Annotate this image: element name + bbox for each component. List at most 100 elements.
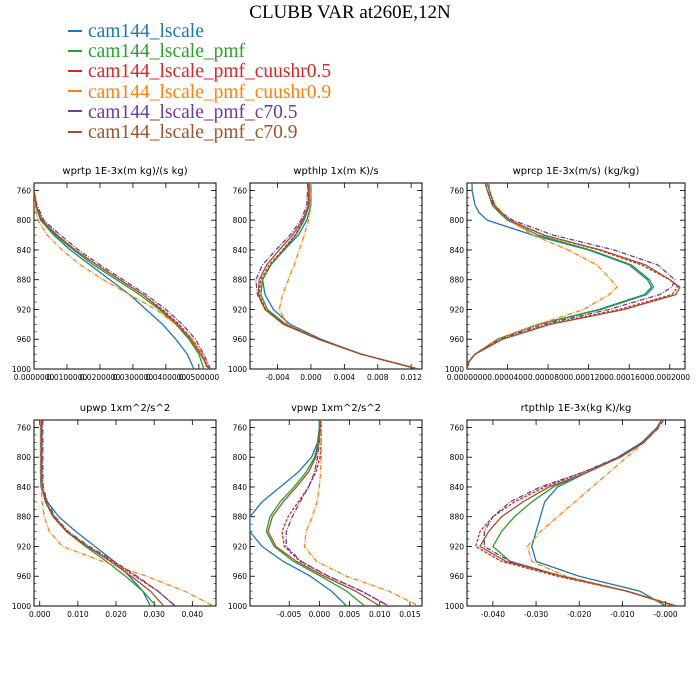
plot-frame [249,182,423,370]
x-tick-label: -0.020 [567,610,591,619]
x-tick-label: -0.004 [265,373,289,382]
panel-3: upwp 1xm^2/s^2 760 800 840 880 920 960 10000.00… [12,403,217,619]
y-tick-label: 920 [450,542,465,551]
y-tick-label: 920 [17,542,32,551]
legend-item: cam144_lscale_pmf_cuushr0.5 [68,62,331,82]
series-line-cam144_lscale_pmf_cuushr0.5 [34,183,210,369]
series-line-cam144_lscale_pmf_cuushr0.9 [467,183,618,369]
y-tick-label: 1000 [228,602,247,611]
y-tick-label: 760 [233,423,248,432]
series-line-cam144_lscale_pmf_c70.5 [255,183,418,369]
series-line-cam144_lscale_pmf_c70.5 [483,420,677,606]
x-tick-label: -0.010 [610,610,634,619]
x-tick-label: 0.0001600 [609,373,650,382]
plot-frame [33,182,217,370]
series-line-cam144_lscale_pmf_cuushr0.9 [40,420,214,606]
series-line-cam144_lscale_pmf_c70.5 [285,420,390,606]
y-tick-label: 880 [17,276,32,285]
y-tick-label: 920 [233,542,248,551]
legend-swatch [68,110,82,113]
legend-item: cam144_lscale_pmf_c70.9 [68,122,331,144]
panel-title: wprcp 1E-3x(m/s) (kg/kg) [513,166,640,177]
y-tick-label: 880 [233,513,248,522]
series-line-cam144_lscale_pmf [265,420,366,606]
x-tick-label: -0.005 [277,610,301,619]
series-line-cam144_lscale_pmf_c70.9 [34,183,210,369]
y-tick-label: 880 [450,276,465,285]
y-tick-label: 840 [17,246,32,255]
y-tick-label: 840 [233,483,248,492]
legend-label: cam144_lscale_pmf_cuushr0.9 [88,81,332,103]
series-line-cam144_lscale [250,420,348,606]
x-tick-label: 0.005 [339,610,361,619]
y-tick-label: 960 [450,335,465,344]
series-line-cam144_lscale_pmf_c70.9 [479,420,677,606]
y-tick-label: 760 [233,186,248,195]
legend-swatch [68,90,82,93]
panel-title: rtpthlp 1E-3x(kg K)/kg [521,403,632,414]
series-line-cam144_lscale_pmf_c70.5 [34,183,211,369]
panel-title: wprtp 1E-3x(m kg)/(s kg) [62,166,187,177]
x-tick-label: 0.0002000 [650,373,691,382]
y-tick-label: 920 [17,305,32,314]
plot-frame [33,419,217,607]
series-line-cam144_lscale_pmf_cuushr0.9 [526,420,675,606]
y-tick-label: 800 [17,453,32,462]
series-line-cam144_lscale [261,183,418,369]
x-tick-label: 0.015 [399,610,421,619]
series-line-cam144_lscale_pmf_c70.9 [267,420,381,606]
x-tick-label: -0.040 [481,610,505,619]
x-tick-label: 0.030 [143,610,165,619]
series-line-cam144_lscale_pmf_cuushr0.5 [258,183,418,369]
y-tick-label: 1000 [12,602,31,611]
legend-label: cam144_lscale_pmf_c70.9 [88,122,298,144]
y-tick-label: 800 [17,216,32,225]
y-tick-label: 840 [17,483,32,492]
y-tick-label: 840 [450,246,465,255]
x-tick-label: 0.040 [182,610,204,619]
x-tick-label: 0.000 [29,610,51,619]
plot-frame [466,419,686,607]
legend-label: cam144_lscale_pmf [88,41,246,63]
series-line-cam144_lscale [531,420,666,606]
panel-title: wpthlp 1x(m K)/s [293,166,378,177]
y-tick-label: 960 [233,572,248,581]
x-tick-label: 0.012 [400,373,422,382]
y-tick-label: 760 [450,423,465,432]
y-tick-label: 840 [233,246,248,255]
legend-item: cam144_lscale [68,21,331,42]
series-line-cam144_lscale_pmf [492,420,675,606]
series-line-cam144_lscale_pmf_c70.5 [42,420,176,606]
x-tick-label: 0.0200000 [80,373,121,382]
y-tick-label: 880 [450,513,465,522]
legend-item: cam144_lscale_pmf [68,42,331,62]
x-tick-label: 0.000 [300,373,322,382]
y-tick-label: 760 [17,186,32,195]
panel-1: wpthlp 1x(m K)/s 760 800 840 880 920 960 1000 -0… [228,166,423,382]
x-tick-label: 0.004 [334,373,356,382]
legend-label: cam144_lscale [88,21,204,42]
y-tick-label: 800 [233,453,248,462]
legend-item: cam144_lscale_pmf_cuushr0.9 [68,81,332,103]
panel-5: rtpthlp 1E-3x(kg K)/kg 760 800 840 880 920 960… [445,403,686,619]
panel-2: wprcp 1E-3x(m/s) (kg/kg) 760 800 840 880 920 9… [445,166,690,382]
y-tick-label: 760 [450,186,465,195]
legend-label: cam144_lscale_pmf_cuushr0.5 [88,61,332,83]
x-tick-label: 0.0000800 [528,373,569,382]
y-tick-label: 960 [17,572,32,581]
plot-frame [466,182,686,370]
legend-label: cam144_lscale_pmf_c70.5 [88,101,298,123]
series-line-cam144_lscale_pmf_cuushr0.9 [303,420,420,606]
series-line-cam144_lscale_pmf_cuushr0.5 [41,420,176,606]
panel-4: vpwp 1xm^2/s^2 760 800 840 880 920 960 1000 -0.0… [228,403,423,619]
y-tick-label: 1000 [445,365,464,374]
x-tick-label: -0.030 [524,610,548,619]
x-tick-label: 0.008 [367,373,389,382]
y-tick-label: 840 [450,483,465,492]
y-tick-label: 800 [233,216,248,225]
series-line-cam144_lscale_pmf_c70.9 [257,183,418,369]
series-line-cam144_lscale_pmf [34,183,205,369]
y-tick-label: 920 [450,305,465,314]
series-line-cam144_lscale_pmf [260,183,418,369]
